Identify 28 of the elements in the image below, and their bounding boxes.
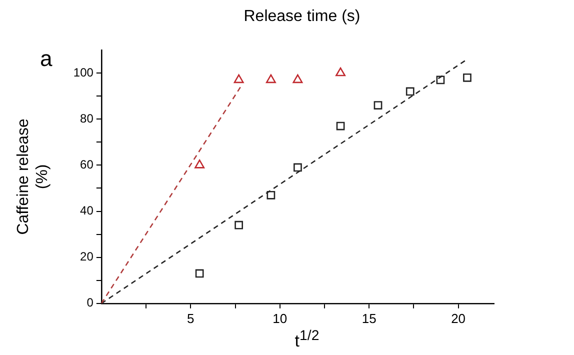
y-tick-label: 100 [73, 65, 94, 80]
x-tick-label: 15 [362, 310, 376, 326]
x-tick-label: 5 [187, 310, 194, 326]
y-tick-label: 0 [86, 296, 94, 310]
y-tick-label: 20 [80, 250, 94, 264]
text: a [40, 46, 52, 72]
y-tick-label: 80 [80, 111, 94, 126]
point [436, 76, 445, 84]
point [336, 67, 346, 76]
point [294, 163, 302, 172]
point [234, 74, 244, 84]
x-tick-label: 10 [272, 310, 288, 326]
point [234, 220, 244, 230]
y-tick-label: 60 [80, 157, 94, 172]
x-axis-title: t$^{1/2}$ [294, 328, 320, 352]
point [406, 87, 414, 96]
point [336, 122, 345, 130]
y-tick-label: 40 [80, 204, 94, 218]
point [195, 269, 204, 278]
point [292, 74, 303, 84]
point [374, 101, 382, 110]
y-axis-title: Caffeine release (%) [15, 118, 52, 235]
x-tick-label: 20 [451, 310, 466, 326]
point [266, 74, 276, 84]
point [266, 190, 276, 200]
point [194, 160, 205, 168]
chart-title: Release time (s) [242, 8, 362, 26]
point [463, 73, 472, 82]
